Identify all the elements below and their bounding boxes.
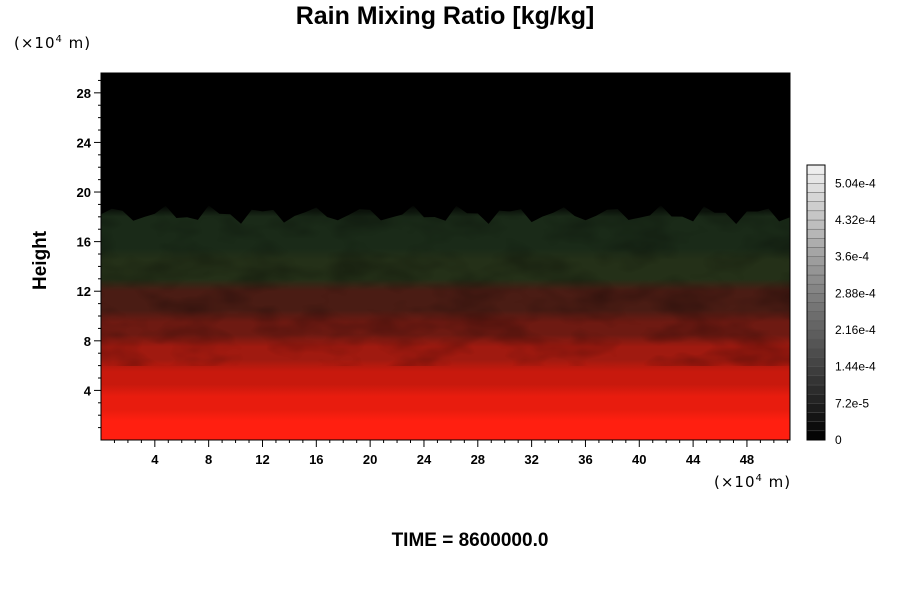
colorbar-step	[806, 274, 826, 285]
y-tick-label: 16	[77, 235, 91, 250]
colorbar-step	[806, 329, 826, 340]
colorbar-step	[806, 366, 826, 377]
x-tick-label: 12	[255, 452, 269, 467]
colorbar-step	[806, 201, 826, 212]
y-tick-label: 8	[84, 334, 91, 349]
colorbar-step	[806, 320, 826, 331]
colorbar-step	[806, 228, 826, 239]
x-tick-label: 4	[151, 452, 159, 467]
chart-title: Rain Mixing Ratio [kg/kg]	[295, 2, 595, 30]
colorbar-step	[806, 357, 826, 367]
colorbar-step	[806, 183, 826, 193]
x-tick-label: 40	[632, 452, 646, 467]
colorbar-step	[806, 302, 826, 312]
colorbar-step	[806, 192, 826, 202]
colorbar-step	[806, 421, 826, 432]
x-tick-label: 20	[363, 452, 377, 467]
y-tick-label: 28	[77, 86, 91, 101]
colorbar-step	[806, 265, 826, 276]
y-tick-label: 12	[77, 284, 91, 299]
x-tick-label: 24	[417, 452, 432, 467]
x-tick-label: 36	[578, 452, 592, 467]
colorbar-step	[806, 173, 826, 184]
y-tick-label: 20	[77, 185, 91, 200]
colorbar-frame	[806, 164, 826, 441]
colorbar-step	[806, 412, 826, 422]
x-tick-label: 8	[205, 452, 212, 467]
y-axis-unit: (×104 m)	[14, 34, 92, 52]
heatmap-transition-1	[101, 384, 790, 397]
colorbar-label: 2.16e-4	[835, 323, 876, 337]
colorbar-step	[806, 393, 826, 404]
colorbar-label: 4.32e-4	[835, 213, 876, 227]
colorbar-label: 3.6e-4	[835, 250, 869, 264]
colorbar-step	[806, 403, 826, 413]
colorbar-step	[806, 247, 826, 257]
y-tick-label: 4	[84, 383, 92, 398]
colorbar-step	[806, 293, 826, 303]
colorbar-step	[806, 164, 826, 175]
colorbar-step	[806, 238, 826, 248]
time-label: TIME = 8600000.0	[391, 530, 549, 551]
colorbar-step	[806, 338, 826, 349]
x-axis-unit: (×104 m)	[714, 473, 792, 491]
colorbar-label: 5.04e-4	[835, 176, 876, 190]
y-tick-label: 24	[77, 135, 92, 150]
x-tick-label: 28	[471, 452, 485, 467]
heatmap-transition-0	[101, 409, 790, 422]
colorbar-step	[806, 311, 826, 322]
colorbar-step	[806, 283, 826, 294]
colorbar-step	[806, 384, 826, 395]
x-tick-label: 16	[309, 452, 323, 467]
heatmap-upper-region	[101, 73, 790, 224]
colorbar-step	[806, 219, 826, 230]
colorbar-step	[806, 375, 826, 386]
x-tick-label: 48	[740, 452, 754, 467]
colorbar-step	[806, 210, 826, 221]
colorbar-step	[806, 348, 826, 358]
heatmap-texture	[101, 210, 790, 366]
x-tick-label: 44	[686, 452, 701, 467]
colorbar-label: 7.2e-5	[835, 396, 869, 410]
colorbar-label: 2.88e-4	[835, 286, 876, 300]
plot-frame	[100, 72, 791, 441]
colorbar-step	[806, 256, 826, 267]
colorbar-label: 0	[835, 433, 842, 447]
x-tick-label: 32	[524, 452, 538, 467]
colorbar-label: 1.44e-4	[835, 360, 876, 374]
colorbar-step	[806, 430, 826, 441]
